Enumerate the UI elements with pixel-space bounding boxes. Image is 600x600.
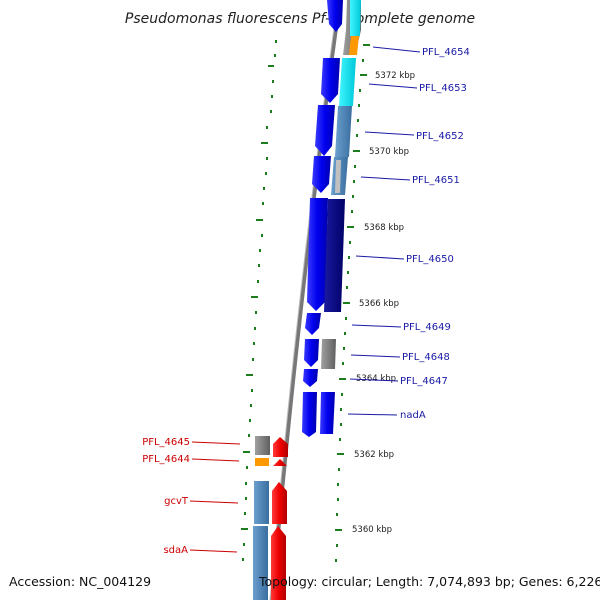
scale-label: 5368 kbp (364, 223, 404, 233)
gene-arrow (312, 156, 331, 193)
left-gene-labels: PFL_4645 PFL_4644 gcvT sdaA (142, 437, 241, 556)
gene-label[interactable]: PFL_4652 (416, 131, 464, 142)
scale-label: 5372 kbp (375, 71, 415, 81)
outer-dotted-ring (241, 40, 277, 561)
gene-arrow (307, 198, 328, 311)
gene-label[interactable]: PFL_4645 (142, 437, 190, 448)
cog-block (255, 458, 269, 466)
right-gene-labels: PFL_4654 PFL_4653 PFL_4652 PFL_4651 PFL_… (347, 46, 470, 421)
cog-block (335, 106, 352, 157)
gene-arrow (327, 0, 343, 32)
gene-label[interactable]: PFL_4649 (403, 322, 451, 333)
scale-label: 5362 kbp (354, 450, 394, 460)
gene-arrow (271, 526, 286, 600)
cog-category-strip (321, 0, 361, 369)
gene-label[interactable]: PFL_4654 (422, 47, 470, 58)
gene-arrow (315, 105, 335, 156)
cog-block (324, 199, 345, 312)
accession-text: Accession: NC_004129 (9, 574, 152, 589)
cog-block (349, 36, 359, 55)
cog-block (350, 0, 361, 36)
gene-label[interactable]: gcvT (164, 496, 189, 507)
topology-text: Topology: circular; Length: 7,074,893 bp… (259, 574, 600, 589)
gene-arrow (305, 313, 321, 335)
gene-label[interactable]: PFL_4644 (142, 454, 190, 465)
gene-label[interactable]: PFL_4648 (402, 352, 450, 363)
cog-block (255, 436, 270, 455)
gene-label[interactable]: nadA (400, 410, 426, 421)
scale-label: 5360 kbp (352, 525, 392, 535)
gene-label[interactable]: sdaA (163, 545, 188, 556)
map-title: Pseudomonas fluorescens Pf-5, complete g… (125, 11, 475, 27)
gene-label[interactable]: PFL_4650 (406, 254, 454, 265)
cog-block (254, 481, 269, 524)
inner-dotted-ring (335, 44, 370, 562)
scale-label: 5364 kbp (356, 374, 396, 384)
gene-arrow (272, 482, 287, 524)
gene-arrow (302, 392, 317, 437)
gene-arrow (320, 392, 335, 434)
gene-arrow (273, 459, 287, 466)
scale-labels: 5372 kbp 5370 kbp 5368 kbp 5366 kbp 5364… (352, 71, 415, 535)
gene-arrow (303, 369, 318, 387)
cog-block (335, 160, 341, 193)
cog-block (339, 58, 356, 106)
reverse-strand-genes (253, 436, 288, 600)
scale-label: 5370 kbp (369, 147, 409, 157)
cog-block (321, 339, 336, 369)
cog-block (253, 526, 268, 600)
scale-label: 5366 kbp (359, 299, 399, 309)
gene-label[interactable]: PFL_4647 (400, 376, 448, 387)
gene-arrow (304, 339, 319, 367)
gene-label[interactable]: PFL_4653 (419, 83, 467, 94)
gene-label[interactable]: PFL_4651 (412, 175, 460, 186)
gene-arrow (321, 58, 340, 103)
forward-strand-genes (302, 0, 343, 437)
gene-arrow (273, 437, 288, 457)
